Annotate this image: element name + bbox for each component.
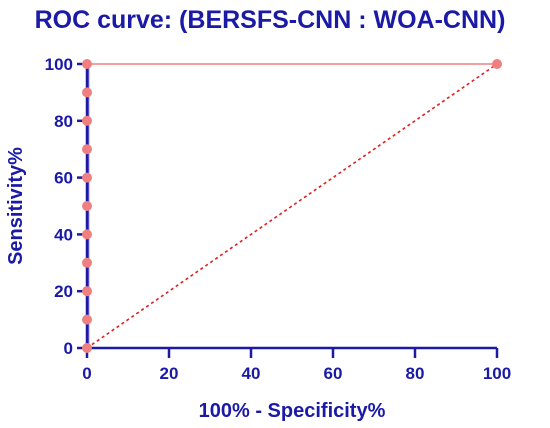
- y-tick-label: 20: [54, 282, 73, 301]
- roc-data-point: [82, 172, 92, 183]
- roc-data-point: [82, 144, 92, 155]
- roc-data-point: [82, 229, 92, 240]
- x-tick-label: 40: [242, 364, 261, 383]
- x-tick-label: 60: [324, 364, 343, 383]
- roc-data-point: [82, 257, 92, 268]
- plot-area: 0 20 40 60 80 100 0 20 40 60 80 100: [45, 55, 512, 383]
- roc-data-point: [82, 201, 92, 211]
- y-axis-label: Sensitivity%: [5, 147, 27, 265]
- roc-data-point: [82, 59, 92, 69]
- diagonal-reference-line: [86, 63, 498, 349]
- y-tick-label: 60: [54, 169, 73, 188]
- roc-data-point: [82, 314, 92, 325]
- y-tick-label: 0: [64, 339, 73, 358]
- x-tick-label: 100: [483, 364, 511, 383]
- chart-title: ROC curve: (BERSFS-CNN : WOA-CNN): [35, 6, 506, 34]
- y-tick-label: 40: [54, 225, 73, 244]
- y-tick-label: 100: [45, 55, 73, 74]
- x-tick-label: 0: [82, 364, 91, 383]
- roc-data-point: [82, 115, 92, 126]
- roc-data-point: [492, 59, 502, 69]
- y-tick-label: 80: [54, 112, 73, 131]
- x-tick-label: 80: [406, 364, 425, 383]
- roc-data-point: [82, 87, 92, 98]
- roc-data-point: [82, 286, 92, 297]
- x-tick-label: 20: [160, 364, 179, 383]
- x-axis-label: 100% - Specificity%: [199, 400, 386, 422]
- roc-data-point: [82, 343, 92, 353]
